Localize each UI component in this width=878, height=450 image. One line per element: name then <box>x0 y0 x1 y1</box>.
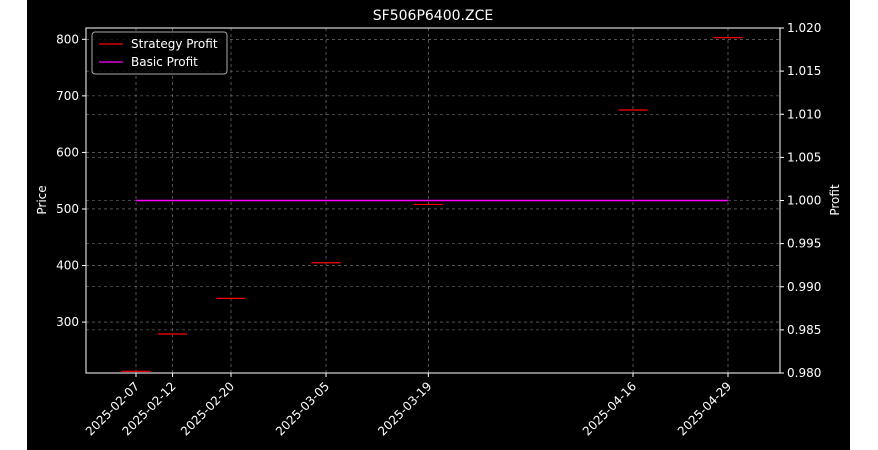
y-left-tick-label: 300 <box>56 315 79 329</box>
x-tick-label: 2025-02-20 <box>178 379 237 438</box>
y-right-tick-label: 0.980 <box>787 366 821 380</box>
x-tick-label: 2025-04-29 <box>675 379 734 438</box>
y-left-tick-label: 600 <box>56 145 79 159</box>
chart-title: SF506P6400.ZCE <box>373 8 493 24</box>
legend: Strategy Profit Basic Profit <box>91 31 228 75</box>
series-layer <box>121 37 743 372</box>
y-right-tick-label: 1.010 <box>787 107 821 121</box>
y-right-tick-label: 0.995 <box>787 237 821 251</box>
legend-label-basic: Basic Profit <box>131 55 198 69</box>
y-right-tick-label: 0.990 <box>787 280 821 294</box>
x-tick-label: 2025-03-19 <box>375 379 434 438</box>
y-right-tick-label: 0.985 <box>787 323 821 337</box>
y-right-tick-label: 1.000 <box>787 194 821 208</box>
legend-box <box>91 31 228 75</box>
legend-label-strategy: Strategy Profit <box>131 37 218 51</box>
y-axis-left-label: Price <box>35 185 49 214</box>
y-left-tick-label: 700 <box>56 89 79 103</box>
y-left-tick-label: 800 <box>56 32 79 46</box>
y-right-tick-label: 1.005 <box>787 150 821 164</box>
y-left-tick-label: 400 <box>56 259 79 273</box>
chart-figure: SF506P6400.ZCE 2025-02-07 2025-02-12 2025-… <box>27 0 850 450</box>
x-tick-label: 2025-04-16 <box>580 379 639 438</box>
x-tick-label: 2025-03-05 <box>273 379 332 438</box>
y-right-tick-label: 1.020 <box>787 21 821 35</box>
y-right-tick-label: 1.015 <box>787 64 821 78</box>
y-left-tick-label: 500 <box>56 202 79 216</box>
y-axis-right-label: Profit <box>828 184 842 216</box>
